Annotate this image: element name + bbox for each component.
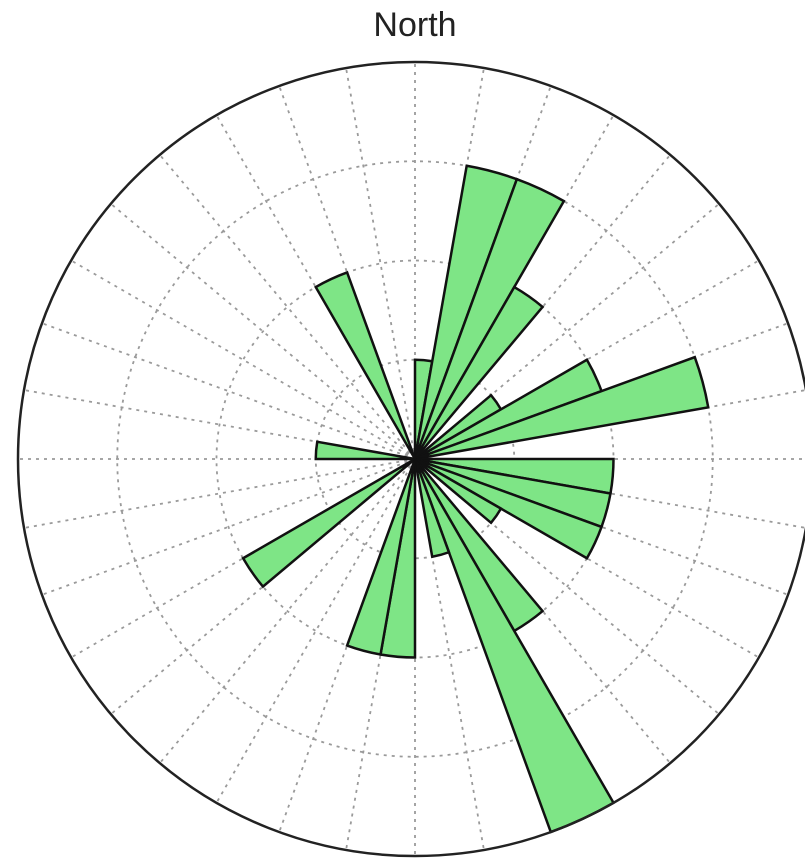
rose-petal xyxy=(414,355,710,461)
rose-petal xyxy=(345,458,417,656)
grid-spoke xyxy=(159,154,416,460)
grid-spoke xyxy=(23,458,416,529)
chart-title: North xyxy=(373,6,457,44)
rose-petal xyxy=(413,458,451,559)
rose-petals xyxy=(241,164,710,834)
grid-spoke xyxy=(41,322,416,460)
rose-petal xyxy=(413,285,545,460)
grid-spoke xyxy=(110,203,416,460)
grid-spoke xyxy=(345,67,416,460)
rose-petal xyxy=(414,457,604,560)
rose-petal xyxy=(241,457,416,589)
grid-spoke xyxy=(215,458,416,804)
rose-petal xyxy=(413,177,566,460)
grid-spoke xyxy=(70,259,416,460)
grid-spoke xyxy=(41,458,416,596)
rose-petal xyxy=(314,440,416,461)
rose-petal xyxy=(414,457,503,525)
outer-ring xyxy=(16,60,805,858)
rose-petal xyxy=(314,270,417,460)
grid-spoke xyxy=(159,458,416,764)
